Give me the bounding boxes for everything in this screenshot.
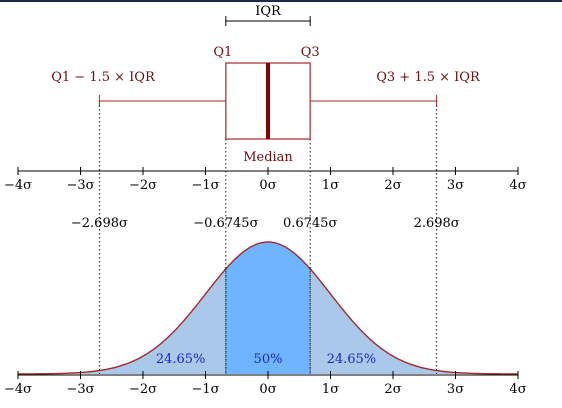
axis-tick-label: 0σ bbox=[259, 382, 276, 397]
axis-tick-label: 4σ bbox=[509, 382, 526, 397]
whiskers bbox=[98, 95, 438, 107]
marker-labels: −2.698σ −0.6745σ 0.6745σ 2.698σ bbox=[71, 216, 460, 231]
region-percent-label: 50% bbox=[254, 352, 283, 367]
axis-tick-label: −3σ bbox=[66, 382, 94, 397]
region-percent-label: 24.65% bbox=[156, 352, 206, 367]
axis-tick-label: −3σ bbox=[66, 178, 94, 193]
axis-tick-label: −4σ bbox=[4, 178, 32, 193]
q1-label: Q1 bbox=[213, 45, 232, 60]
region-right-shade bbox=[310, 268, 518, 374]
iqr-bracket bbox=[225, 16, 311, 26]
upper-whisker-label: Q3 + 1.5 × IQR bbox=[376, 70, 481, 85]
axis-tick-label: −1σ bbox=[191, 178, 219, 193]
marker-label: −2.698σ bbox=[71, 216, 128, 231]
top-border bbox=[0, 0, 562, 2]
axis-tick-label: 3σ bbox=[447, 382, 464, 397]
axis-tick-label: −2σ bbox=[129, 178, 157, 193]
marker-label: −0.6745σ bbox=[193, 216, 258, 231]
median-label: Median bbox=[243, 150, 293, 165]
marker-label: 0.6745σ bbox=[283, 216, 337, 231]
axis-tick-label: 1σ bbox=[322, 178, 339, 193]
axis-bottom: −4σ −3σ −2σ −1σ 0σ 1σ 2σ 3σ 4σ bbox=[4, 371, 527, 397]
axis-tick-label: 2σ bbox=[384, 382, 401, 397]
region-labels: 24.65% 50% 24.65% bbox=[156, 352, 376, 367]
marker-label: 2.698σ bbox=[414, 216, 460, 231]
region-middle-shade bbox=[225, 242, 311, 374]
axis-tick-label: −1σ bbox=[191, 382, 219, 397]
axis-tick-label: 2σ bbox=[384, 178, 401, 193]
axis-tick-label: 1σ bbox=[322, 382, 339, 397]
normal-curve bbox=[17, 241, 519, 375]
axis-tick-label: 0σ bbox=[259, 178, 276, 193]
guide-lines bbox=[98, 101, 438, 374]
axis-top: −4σ −3σ −2σ −1σ 0σ 1σ 2σ 3σ 4σ bbox=[4, 167, 527, 193]
axis-tick-label: −2σ bbox=[129, 382, 157, 397]
region-percent-label: 24.65% bbox=[327, 352, 377, 367]
iqr-label: IQR bbox=[255, 4, 282, 19]
axis-tick-label: 3σ bbox=[447, 178, 464, 193]
regions-layer bbox=[18, 242, 518, 374]
lower-whisker-label: Q1 − 1.5 × IQR bbox=[51, 70, 156, 85]
axis-tick-label: 4σ bbox=[509, 178, 526, 193]
region-left-shade bbox=[18, 268, 226, 374]
axis-tick-label: −4σ bbox=[4, 382, 32, 397]
q3-label: Q3 bbox=[301, 45, 320, 60]
